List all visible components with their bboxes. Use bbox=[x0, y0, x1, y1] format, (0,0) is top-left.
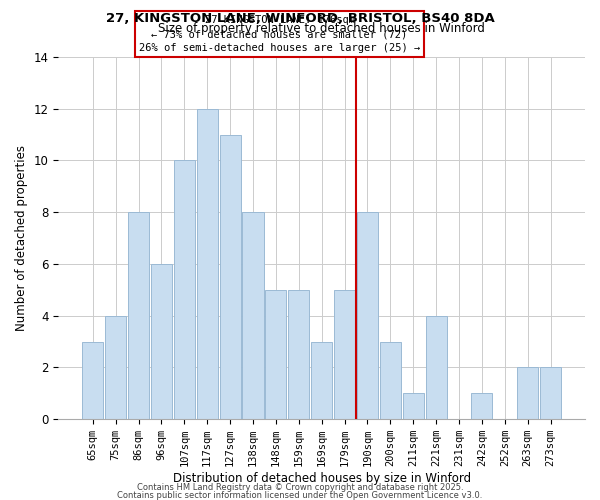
Bar bbox=[265, 290, 286, 419]
Bar bbox=[288, 290, 309, 419]
Bar bbox=[357, 212, 378, 419]
Bar bbox=[311, 342, 332, 419]
Bar bbox=[517, 368, 538, 419]
Bar bbox=[334, 290, 355, 419]
Y-axis label: Number of detached properties: Number of detached properties bbox=[15, 145, 28, 331]
Text: 27 KINGSTON LANE: 176sqm
← 73% of detached houses are smaller (72)
26% of semi-d: 27 KINGSTON LANE: 176sqm ← 73% of detach… bbox=[139, 15, 420, 53]
Bar bbox=[220, 134, 241, 419]
Bar bbox=[128, 212, 149, 419]
Text: Contains public sector information licensed under the Open Government Licence v3: Contains public sector information licen… bbox=[118, 490, 482, 500]
Bar bbox=[174, 160, 195, 419]
Bar bbox=[242, 212, 263, 419]
Title: Size of property relative to detached houses in Winford: Size of property relative to detached ho… bbox=[158, 22, 485, 35]
Bar bbox=[425, 316, 446, 419]
Bar bbox=[403, 394, 424, 419]
Bar bbox=[472, 394, 493, 419]
Text: 27, KINGSTON LANE, WINFORD, BRISTOL, BS40 8DA: 27, KINGSTON LANE, WINFORD, BRISTOL, BS4… bbox=[106, 12, 494, 26]
Bar bbox=[105, 316, 126, 419]
Bar bbox=[380, 342, 401, 419]
X-axis label: Distribution of detached houses by size in Winford: Distribution of detached houses by size … bbox=[173, 472, 471, 485]
Bar bbox=[82, 342, 103, 419]
Bar bbox=[151, 264, 172, 419]
Text: Contains HM Land Registry data © Crown copyright and database right 2025.: Contains HM Land Registry data © Crown c… bbox=[137, 484, 463, 492]
Bar bbox=[197, 108, 218, 419]
Bar bbox=[540, 368, 561, 419]
